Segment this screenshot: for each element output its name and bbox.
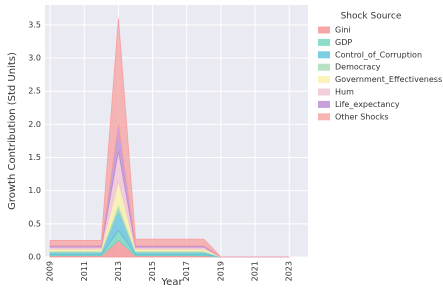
legend-title: Shock Source [341,12,402,22]
legend-swatch [318,64,330,71]
legend-swatch [318,39,330,46]
legend-label: Control_of_Corruption [335,50,422,59]
legend: Gini GDP Control_of_Corruption Democracy Gov… [318,26,442,122]
x-tick-label: 2013 [114,261,123,281]
legend-swatch [318,101,330,108]
y-tick-label: 2.5 [28,87,41,96]
y-tick-label: 0.5 [28,219,41,228]
x-tick-label: 2021 [251,261,260,281]
legend-label: Gini [335,26,351,35]
x-tick-label: 2011 [80,261,89,281]
x-tick-label: 2015 [148,261,157,281]
legend-label: GDP [335,38,352,47]
y-tick-label: 3.5 [28,20,41,29]
legend-label: Democracy [335,63,381,72]
y-tick-label: 1.5 [28,153,41,162]
y-tick-label: 2.0 [28,120,41,129]
legend-label: Life_expectancy [335,100,400,109]
legend-label: Government_Effectiveness [335,75,442,84]
x-tick-label: 2023 [285,261,294,281]
legend-swatch [318,76,330,83]
y-tick-label: 3.0 [28,54,41,63]
y-tick-label: 1.0 [28,186,41,195]
legend-label: Hum [335,88,354,97]
legend-swatch [318,51,330,58]
legend-swatch [318,89,330,96]
x-tick-label: 2019 [216,261,225,281]
x-tick-label: 2009 [46,261,55,281]
legend-swatch [318,27,330,34]
legend-label: Other Shocks [335,112,389,121]
chart: 0.0 0.5 1.0 1.5 2.0 2.5 3.0 3.5 2009 2011 2013 2015… [0,0,443,288]
y-axis-label: Growth Contribution (Std Units) [7,52,18,210]
x-tick-label: 2017 [182,261,191,281]
y-tick-label: 0.0 [28,253,41,262]
legend-swatch [318,113,330,120]
x-axis-label: Year [160,277,183,288]
